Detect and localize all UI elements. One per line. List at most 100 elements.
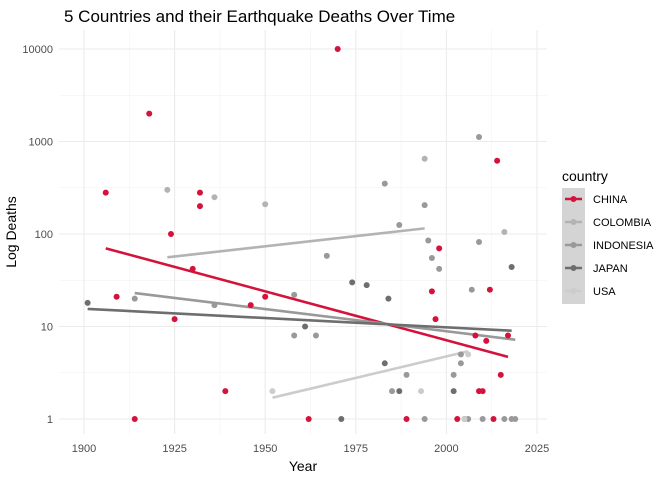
x-tick-label: 2000 — [434, 443, 458, 455]
data-point-indonesia — [450, 371, 457, 378]
legend-dot-colombia — [570, 219, 577, 225]
data-point-china — [189, 265, 196, 272]
data-point-indonesia — [312, 332, 319, 339]
data-point-japan — [381, 360, 388, 367]
trend-line-china — [105, 247, 509, 359]
x-tick-label: 1900 — [72, 443, 96, 455]
point-layer — [84, 46, 519, 422]
legend-items: CHINA COLOMBIA INDONESIA JAPAN USA — [565, 194, 654, 298]
y-axis-label: Log Deaths — [3, 196, 19, 268]
data-point-usa — [461, 416, 468, 422]
data-point-indonesia — [323, 252, 330, 259]
data-point-indonesia — [131, 295, 138, 302]
data-point-colombia — [211, 194, 218, 201]
x-axis-label: Year — [289, 458, 318, 474]
data-point-indonesia — [211, 302, 218, 309]
x-tick-label: 1925 — [162, 443, 186, 455]
legend-dot-china — [570, 196, 577, 202]
data-point-indonesia — [468, 286, 475, 293]
legend-label-china: CHINA — [593, 194, 628, 206]
x-tick-label: 1975 — [344, 443, 368, 455]
data-point-indonesia — [389, 388, 396, 395]
data-point-china — [334, 46, 341, 52]
data-point-china — [171, 316, 178, 323]
data-point-usa — [418, 388, 425, 395]
data-point-usa — [465, 351, 472, 358]
legend: country CHINA COLOMBIA INDONESIA JAPAN USA — [562, 168, 654, 304]
data-point-indonesia — [396, 222, 403, 229]
data-point-indonesia — [421, 202, 428, 209]
y-tick-label: 100 — [35, 229, 53, 241]
legend-title: country — [562, 168, 608, 184]
data-point-indonesia — [476, 238, 483, 245]
chart-title: 5 Countries and their Earthquake Deaths … — [64, 7, 455, 26]
data-point-china — [436, 245, 443, 252]
data-point-china — [497, 371, 504, 378]
x-tick-label: 1950 — [253, 443, 277, 455]
data-point-indonesia — [291, 291, 298, 298]
legend-label-colombia: COLOMBIA — [593, 217, 652, 229]
data-point-indonesia — [425, 237, 432, 244]
data-point-japan — [363, 282, 370, 289]
trend-line-usa — [272, 349, 469, 399]
data-point-china — [247, 302, 254, 309]
legend-label-usa: USA — [593, 286, 616, 298]
data-point-china — [486, 286, 493, 293]
data-point-china — [403, 416, 410, 422]
legend-dot-japan — [570, 265, 577, 271]
data-point-china — [494, 157, 501, 164]
trend-layer — [87, 227, 516, 399]
data-point-china — [428, 288, 435, 295]
data-point-china — [222, 388, 229, 395]
data-point-indonesia — [381, 180, 388, 187]
data-point-china — [102, 189, 109, 196]
trend-line-japan — [87, 307, 512, 333]
data-point-china — [196, 189, 203, 196]
data-point-china — [490, 416, 497, 422]
plot-area — [59, 30, 547, 434]
legend-label-japan: JAPAN — [593, 263, 628, 275]
data-point-indonesia — [428, 255, 435, 262]
data-point-japan — [508, 263, 515, 270]
data-point-china — [479, 388, 486, 395]
data-point-colombia — [164, 186, 171, 193]
data-point-indonesia — [436, 265, 443, 272]
data-point-indonesia — [421, 416, 428, 422]
y-tick-label: 10 — [41, 322, 53, 334]
data-point-japan — [338, 416, 345, 422]
data-point-japan — [396, 388, 403, 395]
data-point-china — [167, 231, 174, 237]
data-point-japan — [450, 388, 457, 395]
data-point-colombia — [262, 201, 269, 208]
data-point-china — [432, 316, 439, 323]
trend-line-indonesia — [134, 291, 516, 341]
data-point-usa — [269, 388, 276, 395]
data-point-indonesia — [403, 371, 410, 378]
data-point-china — [505, 332, 512, 339]
data-point-indonesia — [291, 332, 298, 339]
data-point-japan — [385, 295, 392, 302]
data-point-indonesia — [476, 133, 483, 140]
axis-layer: 1900 1925 1950 1975 2000 2025 1 10 100 1000 10000 — [22, 44, 549, 455]
data-point-japan — [302, 323, 309, 330]
legend-dot-indonesia — [570, 242, 577, 248]
data-point-indonesia — [512, 416, 519, 422]
data-point-china — [305, 416, 312, 422]
y-tick-label: 1 — [47, 414, 53, 426]
data-point-japan — [84, 299, 91, 306]
data-point-china — [483, 337, 490, 344]
y-tick-label: 1000 — [29, 137, 53, 149]
y-tick-label: 10000 — [22, 44, 53, 56]
data-point-indonesia — [457, 351, 464, 358]
data-point-indonesia — [457, 360, 464, 367]
data-point-china — [262, 293, 269, 300]
data-point-china — [146, 110, 153, 117]
data-point-china — [454, 416, 461, 422]
data-point-indonesia — [479, 416, 486, 422]
data-point-japan — [349, 279, 356, 286]
trend-line-colombia — [167, 227, 425, 259]
data-point-colombia — [501, 229, 508, 236]
legend-label-indonesia: INDONESIA — [593, 240, 654, 252]
